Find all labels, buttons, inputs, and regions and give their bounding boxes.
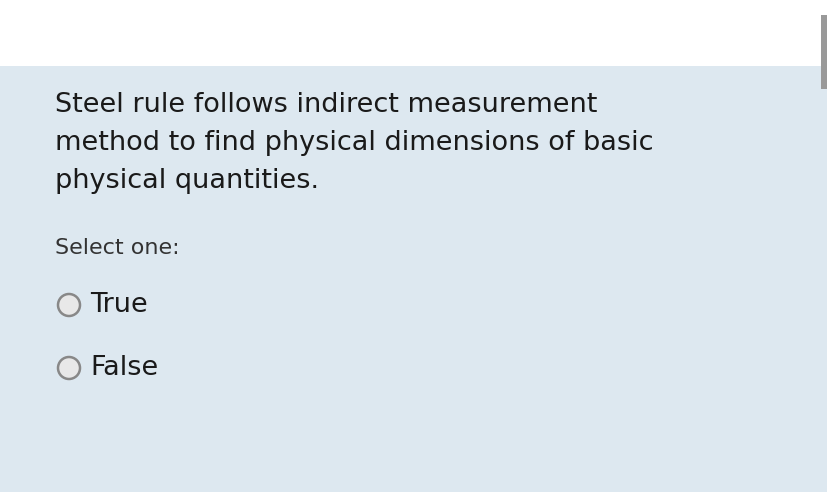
Text: True: True <box>90 292 147 318</box>
Ellipse shape <box>58 357 80 379</box>
Text: Select one:: Select one: <box>55 238 179 258</box>
Text: method to find physical dimensions of basic: method to find physical dimensions of ba… <box>55 130 653 156</box>
Text: False: False <box>90 355 158 381</box>
Text: Steel rule follows indirect measurement: Steel rule follows indirect measurement <box>55 92 596 118</box>
Ellipse shape <box>58 294 80 316</box>
Text: physical quantities.: physical quantities. <box>55 168 318 194</box>
